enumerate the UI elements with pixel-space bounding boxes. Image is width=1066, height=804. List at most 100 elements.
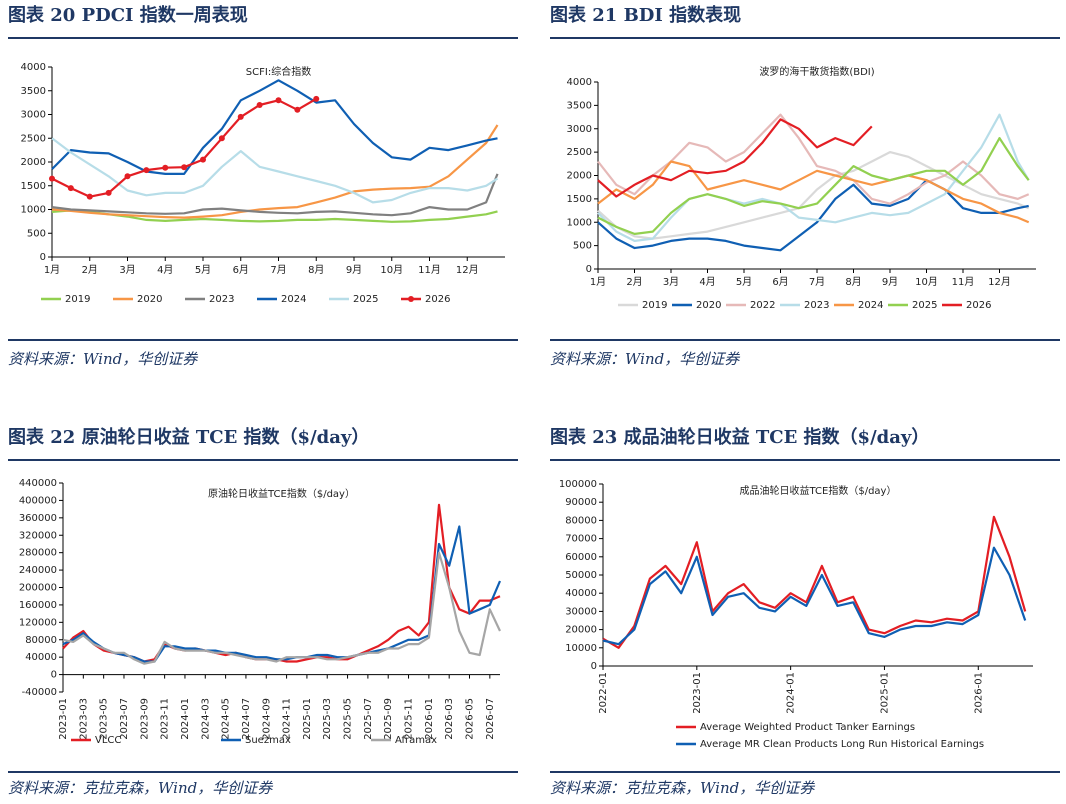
x-tick-label: 2023-01 <box>692 672 703 714</box>
figure-source: 资料来源：Wind，华创证券 <box>8 350 198 368</box>
x-tick-label: 4月 <box>699 276 715 288</box>
x-tick-label: 2023-03 <box>78 698 89 740</box>
y-tick-label: 100000 <box>559 479 597 490</box>
x-tick-label: 2024-11 <box>282 698 293 740</box>
y-tick-label: 3500 <box>567 100 592 111</box>
x-tick-label: 11月 <box>418 264 441 276</box>
x-tick-label: 3月 <box>119 264 135 276</box>
y-tick-label: 320000 <box>19 530 57 541</box>
y-tick-label: 1000 <box>21 205 46 216</box>
y-tick-label: 2500 <box>21 133 46 144</box>
series-line <box>51 79 498 175</box>
legend-label: 2022 <box>750 300 775 311</box>
x-tick-label: 2025-11 <box>404 698 415 740</box>
y-tick-label: 50000 <box>565 570 597 581</box>
x-tick-label: 6月 <box>772 276 788 288</box>
x-tick-label: 3月 <box>663 276 679 288</box>
x-tick-label: 5月 <box>195 264 211 276</box>
x-tick-label: 2026-01 <box>424 698 435 740</box>
y-tick-label: 0 <box>591 661 597 672</box>
y-tick-label: 1500 <box>567 194 592 205</box>
series-marker <box>237 113 244 120</box>
series-marker <box>181 164 188 171</box>
x-tick-label: 10月 <box>915 276 938 288</box>
series-line <box>51 124 499 219</box>
series-marker <box>313 95 320 102</box>
y-tick-label: -40000 <box>22 687 57 698</box>
x-tick-label: 8月 <box>845 276 861 288</box>
x-tick-label: 4月 <box>157 264 173 276</box>
x-tick-label: 2026-07 <box>485 698 496 740</box>
figure-caption: 图表 20 PDCI 指数一周表现 <box>8 4 248 26</box>
y-tick-label: 4000 <box>567 77 592 88</box>
series-marker <box>200 156 206 163</box>
y-tick-label: 500 <box>27 228 46 239</box>
legend-label: Aframax <box>395 735 437 746</box>
legend-label: 2019 <box>65 294 90 305</box>
chart-title: 成品油轮日收益TCE指数（$/day） <box>740 484 897 497</box>
legend-label: 2026 <box>425 294 450 305</box>
legend-label: 2024 <box>858 300 883 311</box>
chart-title: 原油轮日收益TCE指数（$/day） <box>208 487 355 500</box>
legend-label: 2024 <box>281 294 306 305</box>
series-marker <box>86 193 93 200</box>
x-tick-label: 2025-01 <box>302 698 313 740</box>
series-marker <box>275 97 282 104</box>
y-tick-label: 240000 <box>19 565 57 576</box>
legend-label: 2020 <box>137 294 162 305</box>
x-tick-label: 2023-09 <box>139 698 150 740</box>
x-tick-label: 5月 <box>736 276 752 288</box>
legend-label: Average Weighted Product Tanker Earnings <box>700 722 915 733</box>
x-tick-label: 2023-05 <box>99 698 110 740</box>
y-tick-label: 280000 <box>19 548 57 559</box>
x-tick-label: 6月 <box>233 264 249 276</box>
x-tick-label: 2023-01 <box>58 698 69 740</box>
figure-caption: 图表 22 原油轮日收益 TCE 指数（$/day） <box>8 426 369 448</box>
y-tick-label: 80000 <box>25 635 57 646</box>
y-tick-label: 40000 <box>565 588 597 599</box>
series-line <box>597 160 1030 224</box>
x-tick-label: 2月 <box>626 276 642 288</box>
y-tick-label: 1500 <box>21 181 46 192</box>
x-tick-label: 2025-01 <box>879 672 890 714</box>
y-tick-label: 0 <box>51 670 57 681</box>
x-tick-label: 2026-03 <box>444 698 455 740</box>
y-tick-label: 60000 <box>565 552 597 563</box>
x-tick-label: 9月 <box>882 276 898 288</box>
series-line <box>602 515 1027 649</box>
y-tick-label: 2000 <box>567 171 592 182</box>
series-marker <box>294 106 301 113</box>
y-tick-label: 160000 <box>19 600 57 611</box>
figure-caption: 图表 23 成品油轮日收益 TCE 指数（$/day） <box>550 426 929 448</box>
figure-source: 资料来源：Wind，华创证券 <box>550 350 740 368</box>
series-marker <box>256 102 263 108</box>
x-tick-label: 7月 <box>809 276 825 288</box>
series-line <box>597 137 1030 235</box>
y-tick-label: 2500 <box>567 147 592 158</box>
series-line <box>597 118 873 198</box>
series-line <box>51 137 499 204</box>
legend-label: 2025 <box>912 300 937 311</box>
y-tick-label: 0 <box>586 264 592 275</box>
y-tick-label: 30000 <box>565 606 597 617</box>
y-tick-label: 10000 <box>565 643 597 654</box>
figure-source: 资料来源：克拉克森，Wind，华创证券 <box>8 779 273 797</box>
legend-label: 2019 <box>642 300 667 311</box>
y-tick-label: 4000 <box>21 62 46 73</box>
series-marker <box>124 173 131 180</box>
chart-title: 波罗的海干散货指数(BDI) <box>759 65 874 78</box>
x-tick-label: 2026-01 <box>973 672 984 714</box>
y-tick-label: 500 <box>573 241 592 252</box>
series-line <box>597 113 1030 242</box>
x-tick-label: 2025-03 <box>322 698 333 740</box>
series-line <box>51 173 499 217</box>
x-tick-label: 2026-05 <box>465 698 476 740</box>
series-marker <box>162 164 169 171</box>
legend-label: 2020 <box>696 300 721 311</box>
legend-label: Average MR Clean Products Long Run Histo… <box>700 739 984 750</box>
y-tick-label: 90000 <box>565 497 597 508</box>
x-tick-label: 2024-05 <box>221 698 232 740</box>
x-tick-label: 2023-07 <box>119 698 130 740</box>
